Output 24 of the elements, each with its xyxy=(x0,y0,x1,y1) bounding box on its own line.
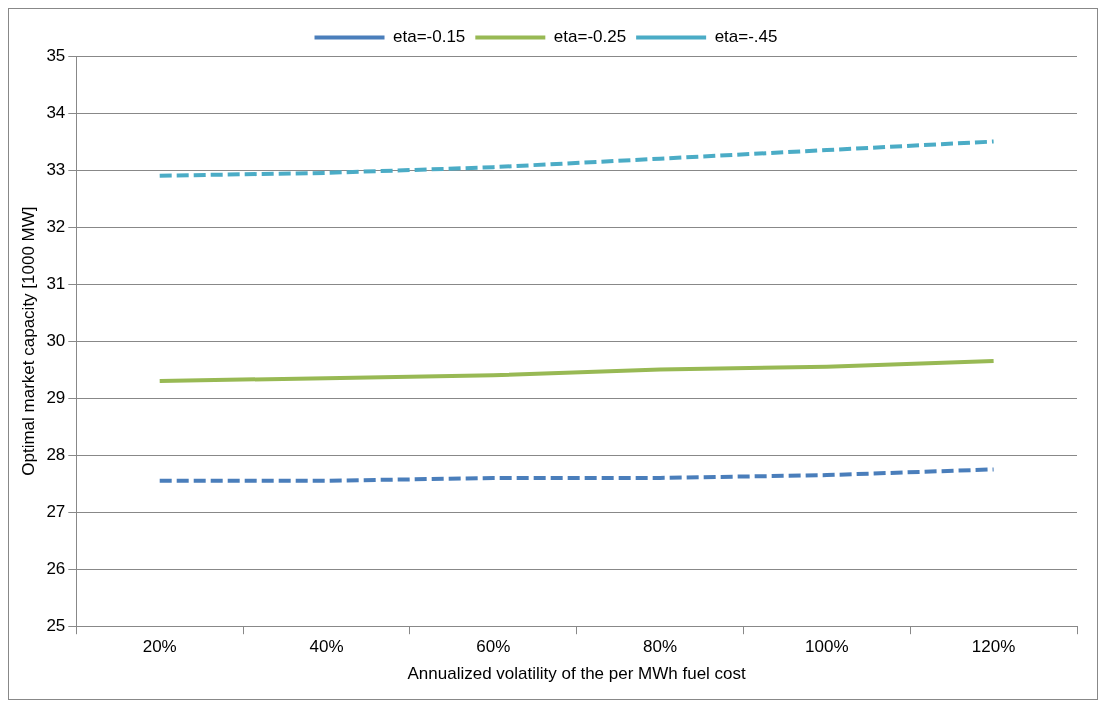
y-axis-title: Optimal market capacity [1000 MW] xyxy=(18,206,38,476)
x-tick-label: 80% xyxy=(643,637,678,657)
y-tick-label: 26 xyxy=(46,558,66,578)
line-series xyxy=(157,467,996,483)
y-tick-label: 34 xyxy=(46,102,66,122)
y-tick-label: 35 xyxy=(46,45,66,65)
y-tick-label: 29 xyxy=(46,387,66,407)
y-tick-label: 32 xyxy=(46,216,66,236)
y-tick-label: 27 xyxy=(46,501,66,521)
x-tick-label: 60% xyxy=(476,637,511,657)
x-axis-title: Annualized volatility of the per MWh fuel cost xyxy=(407,664,747,684)
y-tick-label: 28 xyxy=(46,444,66,464)
x-tick-label: 120% xyxy=(971,637,1016,657)
legend-label: eta=-0.25 xyxy=(553,27,627,47)
y-tick-label: 33 xyxy=(46,159,66,179)
y-tick-label: 25 xyxy=(46,615,66,635)
legend-label: eta=-0.15 xyxy=(393,27,466,47)
y-tick-label: 30 xyxy=(46,330,66,350)
legend-label: eta=-.45 xyxy=(714,27,778,47)
x-tick-label: 20% xyxy=(142,637,177,657)
x-tick-label: 100% xyxy=(805,637,849,657)
line-series xyxy=(157,139,996,178)
x-tick-label: 40% xyxy=(309,637,344,657)
y-tick-label: 31 xyxy=(46,273,66,293)
